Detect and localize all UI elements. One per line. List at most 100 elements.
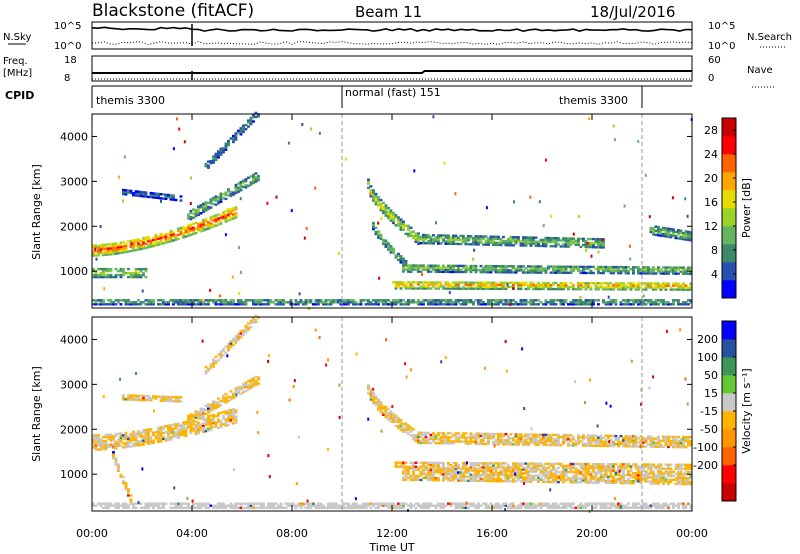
- data-cell: [399, 465, 403, 468]
- data-cell: [432, 437, 435, 441]
- data-cell: [504, 472, 508, 475]
- data-cell: [607, 284, 610, 287]
- data-cell: [389, 251, 393, 254]
- data-cell: [222, 423, 225, 426]
- data-cell: [224, 301, 228, 304]
- data-cell: [232, 392, 235, 396]
- data-cell: [99, 504, 103, 507]
- data-cell: [192, 212, 195, 215]
- data-cell: [672, 228, 675, 231]
- data-cell: [229, 342, 233, 345]
- data-cell: [422, 463, 425, 467]
- data-cell: [377, 406, 380, 409]
- data-cell: [492, 241, 495, 244]
- data-cell: [604, 475, 608, 478]
- data-cell: [527, 242, 530, 245]
- data-cell: [239, 332, 243, 335]
- data-cell: [127, 488, 130, 491]
- data-cell: [139, 194, 143, 198]
- data-cell: [284, 502, 288, 505]
- freq-unit: [MHz]: [3, 68, 32, 79]
- data-cell: [407, 270, 410, 273]
- data-cell: [422, 465, 425, 469]
- data-cell: [209, 403, 213, 407]
- data-cell: [514, 238, 518, 241]
- data-cell: [582, 239, 585, 243]
- data-cell: [547, 433, 550, 437]
- data-cell: [534, 443, 538, 446]
- data-cell: [254, 111, 258, 115]
- data-cell: [379, 409, 383, 412]
- data-cell: [129, 498, 133, 501]
- data-cell: [214, 406, 218, 410]
- data-cell: [332, 506, 335, 509]
- data-cell: [672, 441, 675, 445]
- data-cell: [434, 281, 438, 284]
- data-cell: [252, 114, 255, 117]
- noise-cell: [473, 248, 476, 252]
- data-cell: [632, 272, 635, 275]
- data-cell: [497, 466, 500, 469]
- data-cell: [682, 463, 685, 466]
- data-cell: [582, 286, 585, 289]
- data-cell: [409, 476, 413, 479]
- data-cell: [587, 436, 590, 439]
- data-cell: [209, 364, 213, 368]
- data-cell: [597, 299, 600, 302]
- data-cell: [112, 504, 115, 507]
- data-cell: [602, 469, 605, 472]
- data-cell: [459, 264, 463, 268]
- noise-cell: [130, 242, 133, 246]
- data-cell: [152, 502, 155, 505]
- data-cell: [392, 299, 395, 302]
- data-cell: [487, 271, 490, 274]
- data-cell: [557, 237, 560, 240]
- data-cell: [469, 301, 473, 304]
- data-cell: [452, 266, 455, 270]
- data-cell: [632, 301, 635, 304]
- data-cell: [634, 284, 638, 287]
- data-cell: [137, 271, 140, 275]
- data-cell: [609, 479, 613, 483]
- data-cell: [234, 421, 238, 424]
- data-cell: [219, 151, 223, 154]
- data-cell: [297, 502, 300, 505]
- data-cell: [487, 438, 490, 442]
- colorbar-segment: [722, 190, 736, 209]
- data-cell: [432, 303, 435, 306]
- data-cell: [179, 400, 183, 403]
- data-cell: [379, 235, 383, 238]
- data-cell: [114, 434, 118, 438]
- data-cell: [384, 413, 388, 417]
- data-cell: [567, 464, 570, 468]
- data-cell: [479, 285, 483, 288]
- data-cell: [434, 283, 438, 286]
- data-cell: [509, 285, 513, 289]
- data-cell: [129, 303, 133, 306]
- data-cell: [232, 394, 235, 398]
- data-cell: [432, 242, 435, 245]
- data-cell: [602, 299, 605, 302]
- data-cell: [452, 469, 455, 472]
- data-cell: [102, 275, 105, 279]
- data-cell: [224, 345, 228, 348]
- data-cell: [454, 471, 458, 474]
- data-cell: [112, 244, 115, 248]
- data-cell: [127, 394, 130, 397]
- data-cell: [319, 299, 323, 302]
- data-cell: [209, 409, 213, 413]
- data-cell: [162, 193, 165, 196]
- data-cell: [504, 285, 508, 289]
- data-cell: [409, 285, 413, 288]
- data-cell: [167, 434, 170, 438]
- data-cell: [442, 461, 445, 465]
- data-cell: [414, 461, 418, 464]
- data-cell: [507, 301, 510, 304]
- data-cell: [527, 283, 530, 287]
- data-cell: [412, 234, 415, 237]
- data-cell: [384, 416, 388, 419]
- data-cell: [534, 462, 538, 465]
- data-cell: [567, 436, 570, 439]
- data-cell: [484, 436, 488, 440]
- data-cell: [502, 299, 505, 302]
